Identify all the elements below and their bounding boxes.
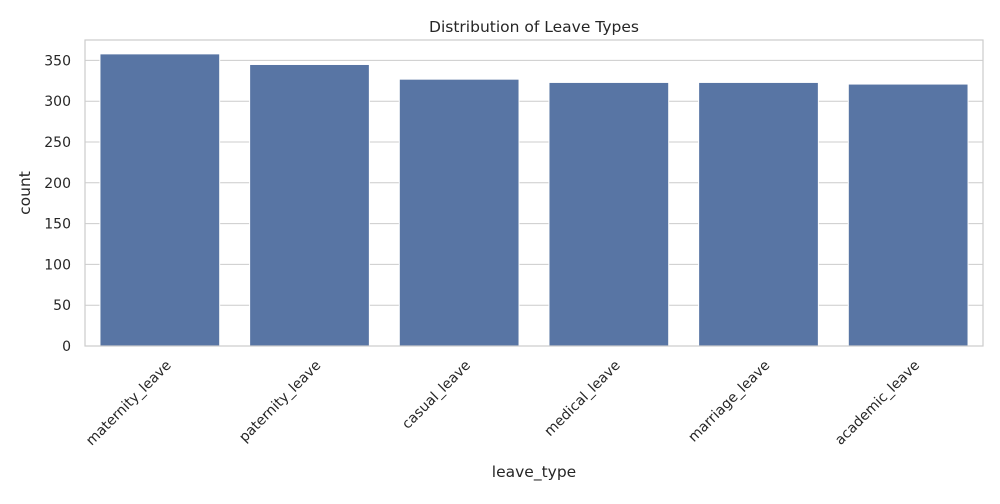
plot-frame <box>84 39 984 347</box>
y-tick-label: 0 <box>62 339 71 355</box>
x-tick-label: medical_leave <box>542 358 624 440</box>
x-axis-label: leave_type <box>492 463 576 482</box>
y-tick-label: 50 <box>53 298 71 314</box>
y-tick-label: 150 <box>44 217 71 233</box>
y-tick-label: 300 <box>44 94 71 110</box>
bar-academic-leave <box>847 83 969 347</box>
bar-medical-leave <box>548 81 670 347</box>
y-tick-labels: 0 50 100 150 200 250 300 350 <box>44 53 71 355</box>
bar-paternity-leave <box>249 63 370 347</box>
bar-marriage-leave <box>698 81 819 347</box>
y-tick-label: 100 <box>44 257 71 273</box>
chart-title: Distribution of Leave Types <box>429 18 639 36</box>
x-tick-label: academic_leave <box>832 358 923 449</box>
x-tick-label: marriage_leave <box>685 358 773 446</box>
x-tick-labels: maternity_leave paternity_leave casual_lea… <box>83 358 923 449</box>
bar-maternity-leave <box>99 53 221 347</box>
y-tick-label: 200 <box>44 176 71 192</box>
plot-area <box>85 40 983 346</box>
y-axis-label: count <box>16 171 34 215</box>
x-tick-label: paternity_leave <box>236 358 324 446</box>
x-tick-label: maternity_leave <box>83 358 174 449</box>
y-tick-label: 350 <box>44 53 71 69</box>
bars <box>99 53 969 347</box>
x-tick-label: casual_leave <box>399 358 474 433</box>
y-tick-label: 250 <box>44 135 71 151</box>
bar-casual-leave <box>398 78 520 347</box>
